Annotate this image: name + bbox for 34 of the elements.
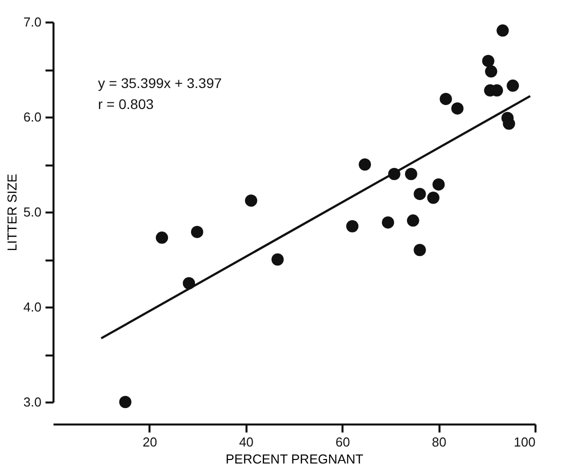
y-tick-label: 7.0	[23, 14, 42, 30]
x-tick-label: 20	[142, 434, 158, 450]
point	[485, 65, 498, 78]
point	[414, 188, 426, 200]
y-tick-label: 3.0	[23, 394, 42, 410]
point	[119, 396, 132, 408]
point	[406, 214, 420, 227]
x-tick-label: 40	[239, 434, 254, 450]
point	[496, 24, 509, 37]
point	[271, 253, 284, 266]
x-tick-label: 100	[514, 434, 536, 450]
point	[440, 92, 452, 106]
point	[414, 244, 426, 256]
annotation: y = 35.399x + 3.397	[98, 75, 222, 91]
x-tick-label: 60	[335, 434, 350, 450]
annotation: r = 0.803	[98, 96, 154, 112]
point	[190, 226, 204, 238]
point	[451, 102, 464, 115]
point	[382, 216, 394, 229]
point	[432, 178, 445, 191]
x-axis-title: PERCENT PREGNANT	[226, 452, 364, 466]
point	[156, 232, 168, 244]
y-tick-label: 6.0	[23, 110, 42, 124]
point	[427, 192, 440, 204]
x-tick-label: 80	[432, 434, 446, 450]
point	[405, 168, 418, 180]
point	[244, 194, 258, 207]
point	[358, 158, 371, 171]
y-axis-title: LITTER SIZE	[4, 174, 20, 252]
point	[506, 80, 519, 92]
y-tick-label: 5.0	[23, 204, 42, 220]
y-tick-label: 4.0	[23, 300, 42, 314]
point	[346, 220, 358, 232]
point	[482, 54, 494, 68]
